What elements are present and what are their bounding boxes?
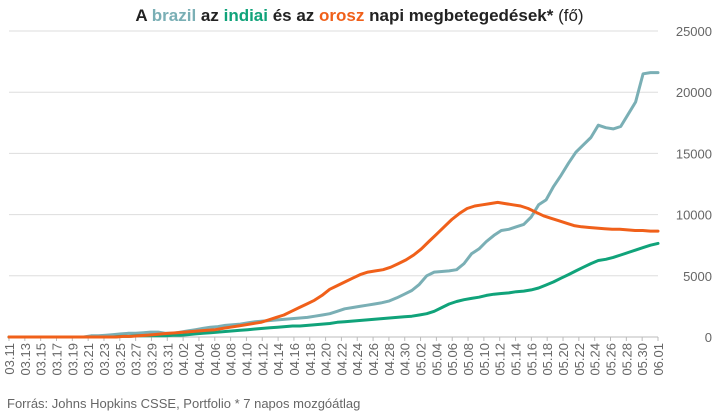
x-tick-label: 04.22: [334, 343, 349, 376]
x-tick-label: 05.08: [461, 343, 476, 376]
y-tick-label: 20000: [676, 85, 712, 100]
x-tick-label: 05.30: [635, 343, 650, 376]
x-tick-label: 05.06: [445, 343, 460, 376]
title-unit: (fő): [553, 6, 584, 25]
title-part-4: napi megbetegedések*: [364, 6, 554, 25]
x-tick-label: 04.30: [398, 343, 413, 376]
y-tick-label: 15000: [676, 146, 712, 161]
x-tick-label: 03.13: [18, 343, 33, 376]
x-tick-label: 05.04: [429, 343, 444, 376]
series-line-brazil: [7, 71, 660, 339]
x-tick-label: 05.26: [604, 343, 619, 376]
x-tick-label: 03.25: [113, 343, 128, 376]
y-axis-labels: 0 5000 10000 15000 20000 25000: [676, 24, 712, 345]
x-tick-label: 04.08: [224, 343, 239, 376]
x-tick-label: 06.01: [651, 343, 666, 376]
x-tick-label: 05.18: [540, 343, 555, 376]
series-line-russia: [7, 200, 660, 339]
title-india-word: indiai: [223, 6, 268, 25]
y-tick-label: 10000: [676, 208, 712, 223]
title-brazil-word: brazil: [151, 6, 197, 25]
x-tick-label: 05.28: [619, 343, 634, 376]
x-tick-label: 04.20: [319, 343, 334, 376]
x-tick-label: 04.10: [239, 343, 254, 376]
x-tick-label: 04.26: [366, 343, 381, 376]
x-tick-label: 03.23: [97, 343, 112, 376]
title-part-3: és az: [268, 6, 320, 25]
x-tick-label: 05.20: [556, 343, 571, 376]
x-tick-label: 05.10: [477, 343, 492, 376]
x-tick-label: 04.12: [255, 343, 270, 376]
x-tick-label: 04.02: [176, 343, 191, 376]
title-russia-word: orosz: [319, 6, 365, 25]
title-part-1: A: [135, 6, 152, 25]
x-tick-label: 05.22: [572, 343, 587, 376]
x-tick-label: 05.12: [493, 343, 508, 376]
source-note: Forrás: Johns Hopkins CSSE, Portfolio * …: [7, 396, 361, 411]
x-tick-label: 03.29: [144, 343, 159, 376]
x-tick-label: 03.11: [2, 343, 17, 375]
x-tick-label: 03.31: [160, 343, 175, 376]
x-tick-label: 04.06: [208, 343, 223, 376]
x-tick-label: 05.14: [509, 343, 524, 376]
x-tick-label: 03.17: [49, 343, 64, 376]
y-tick-label: 25000: [676, 24, 712, 39]
gridlines: [8, 30, 659, 341]
x-tick-label: 04.16: [287, 343, 302, 376]
title-part-2: az: [196, 6, 224, 25]
chart-title: A brazil az indiai és az orosz napi megb…: [0, 6, 719, 26]
x-tick-label: 03.21: [81, 343, 96, 376]
x-tick-label: 05.24: [588, 343, 603, 376]
y-tick-label: 5000: [683, 269, 712, 284]
x-tick-label: 04.04: [192, 343, 207, 376]
x-tick-label: 05.16: [524, 343, 539, 376]
x-tick-label: 03.15: [34, 343, 49, 376]
x-tick-label: 04.18: [303, 343, 318, 376]
x-tick-label: 03.19: [65, 343, 80, 376]
x-tick-label: 04.28: [382, 343, 397, 376]
y-tick-label: 0: [705, 330, 712, 345]
series-lines: [7, 71, 660, 339]
x-tick-label: 05.02: [414, 343, 429, 376]
x-tick-label: 04.14: [271, 343, 286, 376]
x-tick-label: 03.27: [129, 343, 144, 376]
series-line-india: [7, 241, 660, 339]
x-tick-label: 04.24: [350, 343, 365, 376]
x-axis-labels: 03.11 03.13 03.15 03.17 03.19 03.21 03.23 03.25…: [2, 343, 666, 376]
